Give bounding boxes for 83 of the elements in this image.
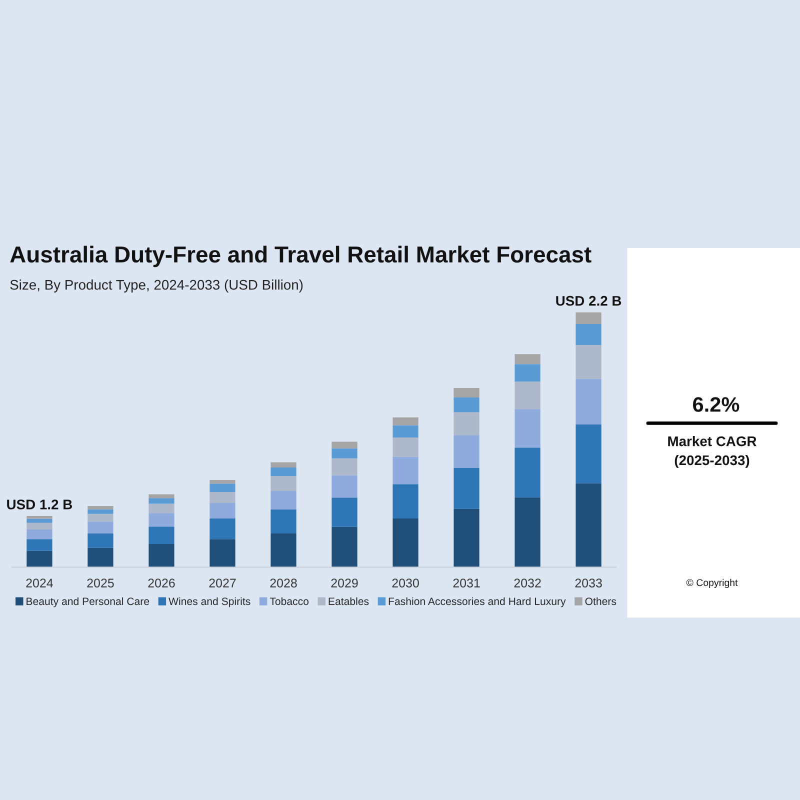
bar [270, 468, 296, 476]
total-label: USD 2.2 B [556, 296, 622, 306]
bar [514, 409, 540, 448]
bar [270, 490, 296, 510]
bar [148, 494, 174, 498]
bar [454, 468, 480, 509]
bar [576, 344, 602, 379]
bar [148, 504, 174, 514]
bar [514, 354, 540, 364]
legend-label: Eatables [328, 597, 369, 606]
bar [576, 483, 602, 568]
bar [270, 534, 296, 568]
bar [88, 533, 114, 548]
bar [26, 518, 52, 523]
bar [332, 442, 358, 448]
bar [88, 509, 114, 514]
bar [576, 324, 602, 345]
bar [514, 364, 540, 382]
bar [332, 448, 358, 458]
legend-label: Wines and Spirits [168, 597, 250, 608]
bar [88, 548, 114, 568]
bar [88, 522, 114, 534]
bar [210, 480, 236, 484]
bar [454, 508, 480, 568]
text: 6.2% [693, 397, 740, 412]
bar [148, 544, 174, 568]
bar [210, 502, 236, 519]
bar [332, 498, 358, 527]
x-tick-label: 2028 [270, 578, 297, 588]
legend-label: Fashion Accessories and Hard Luxury [388, 597, 566, 608]
bar [392, 437, 418, 457]
total-label: USD 1.2 B [7, 500, 72, 510]
bar [26, 539, 52, 551]
bar [210, 492, 236, 503]
bar [210, 484, 236, 492]
bar [454, 435, 480, 468]
bar [454, 412, 480, 436]
x-tick-label: 2027 [209, 578, 236, 588]
bar [514, 448, 540, 498]
x-tick-label: 2025 [87, 578, 114, 588]
x-tick-label: 2026 [148, 578, 175, 588]
bar [392, 518, 418, 568]
legend-label: Beauty and Personal Care [26, 597, 150, 608]
bar [392, 425, 418, 438]
bar [454, 397, 480, 412]
legend-label: Others [585, 597, 616, 606]
bar [332, 475, 358, 498]
bar [210, 518, 236, 540]
bar [88, 506, 114, 510]
bar [454, 388, 480, 398]
x-tick-label: 2029 [331, 578, 358, 588]
legend-label: Tobacco [270, 597, 309, 606]
x-tick-label: 2032 [514, 578, 541, 588]
bar [26, 529, 52, 540]
bar [576, 378, 602, 424]
text: Market CAGR (2025-2033) [668, 436, 756, 468]
bar [576, 312, 602, 324]
bar [332, 526, 358, 568]
x-tick-label: 2031 [453, 578, 480, 588]
bar [392, 456, 418, 484]
x-tick-label: 2033 [575, 578, 602, 588]
bar [148, 498, 174, 504]
text: © Copyright [686, 578, 738, 588]
bar [514, 382, 540, 410]
bar [514, 497, 540, 568]
x-tick-label: 2024 [26, 578, 53, 588]
bar [26, 522, 52, 530]
bar [270, 509, 296, 534]
bar [392, 417, 418, 426]
bar [270, 476, 296, 491]
bar [392, 484, 418, 519]
bar [26, 516, 52, 519]
bar [210, 539, 236, 568]
bar [148, 513, 174, 527]
bar [88, 514, 114, 522]
bar [332, 458, 358, 476]
bar [26, 550, 52, 568]
bar [148, 526, 174, 544]
chart-title: Australia Duty-Free and Travel Retail Market Forecast [10, 246, 592, 268]
x-tick-label: 2030 [392, 578, 419, 588]
bar [270, 462, 296, 468]
bar [576, 424, 602, 484]
chart-subtitle: Size, By Product Type, 2024-2033 (USD Billion) [10, 280, 303, 292]
